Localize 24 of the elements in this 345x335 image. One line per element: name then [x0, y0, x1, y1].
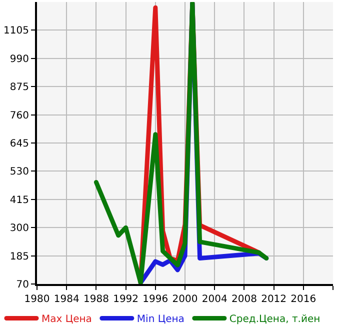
y-tick-label: 990 — [10, 54, 29, 65]
y-tick-label: 415 — [10, 194, 29, 206]
y-tick-label: 530 — [10, 166, 29, 178]
y-tick-label: 70 — [16, 280, 29, 290]
x-tick-label: 1996 — [142, 294, 168, 305]
x-tick-label: 1992 — [113, 294, 139, 305]
y-tick-label: 185 — [10, 251, 29, 262]
y-tick-label: 645 — [10, 138, 29, 150]
line-series — [94, 2, 269, 284]
legend-label: Сред.Цена, т.йен — [229, 314, 320, 326]
x-tick-label: 2008 — [231, 294, 257, 305]
x-tick-label: 2016 — [290, 294, 316, 305]
legend-label: Min Цена — [136, 314, 184, 326]
legend-label: Max Цена — [41, 314, 92, 326]
x-tick-label: 2000 — [172, 294, 198, 305]
x-tick-label: 2004 — [202, 294, 228, 305]
y-tick-label: 1105 — [4, 26, 29, 37]
x-tick-label: 2012 — [261, 294, 287, 305]
x-tick-label: 1984 — [54, 294, 80, 305]
x-tick-label: 1988 — [83, 294, 109, 305]
y-tick-label: 300 — [10, 223, 29, 234]
x-tick-label: 1980 — [24, 294, 50, 305]
y-tick-label: 875 — [10, 82, 29, 94]
y-tick-label: 760 — [10, 110, 29, 122]
